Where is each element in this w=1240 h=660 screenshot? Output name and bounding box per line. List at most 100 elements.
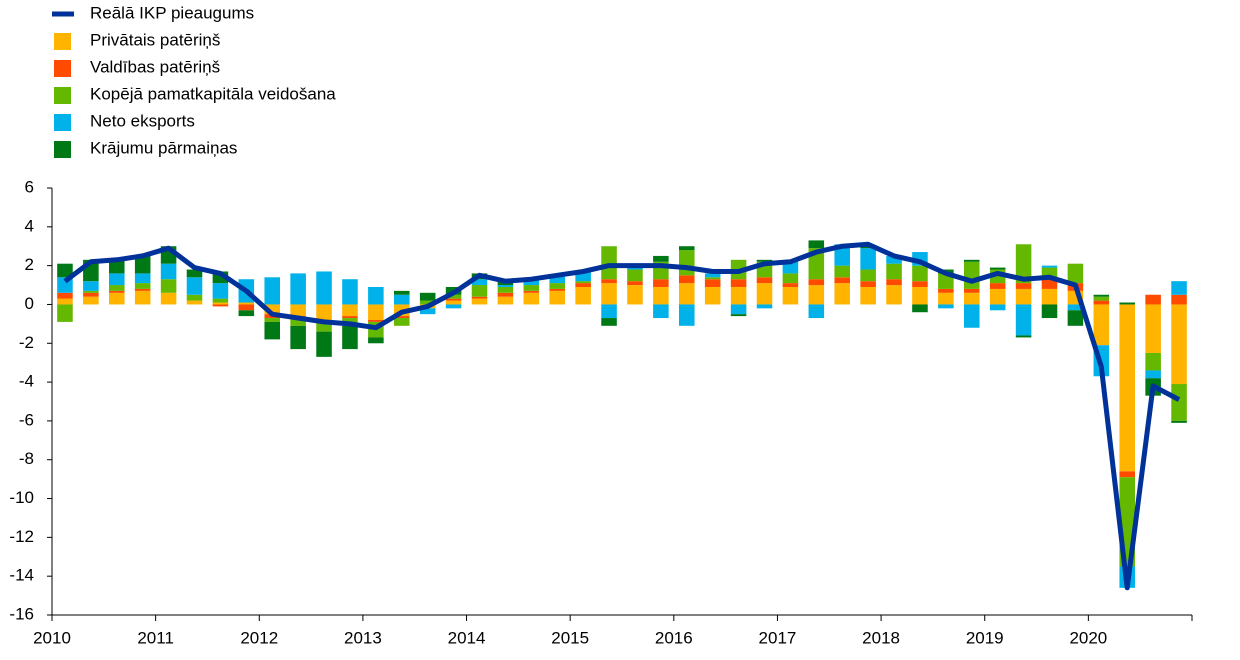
bar-segment bbox=[730, 304, 747, 315]
bar-segment bbox=[445, 304, 462, 309]
bar-segment bbox=[1015, 244, 1032, 284]
bar-segment bbox=[134, 283, 151, 289]
bar-segment bbox=[704, 277, 721, 280]
bar-segment bbox=[264, 277, 280, 305]
bar-segment bbox=[704, 279, 721, 287]
bar-segment bbox=[756, 259, 773, 262]
bar-segment bbox=[756, 277, 773, 284]
bar-segment bbox=[601, 304, 617, 319]
bar-segment bbox=[1041, 304, 1058, 319]
x-tick-label: 2012 bbox=[240, 628, 278, 647]
bar-segment bbox=[575, 283, 591, 287]
y-tick-label: 2 bbox=[25, 255, 34, 274]
bar-segment bbox=[601, 279, 617, 284]
bar-segment bbox=[471, 298, 488, 305]
bar-segment bbox=[1015, 283, 1032, 289]
bar-segment bbox=[109, 290, 125, 293]
bar-segment bbox=[290, 273, 306, 305]
bar-segment bbox=[860, 246, 876, 249]
bar-segment bbox=[1171, 304, 1187, 385]
bar-segment bbox=[653, 279, 669, 287]
bar-segment bbox=[57, 304, 73, 322]
legend-label: Valdības patēriņš bbox=[90, 57, 220, 76]
bar-segment bbox=[212, 298, 229, 303]
bar-segment bbox=[394, 318, 410, 326]
bar-segment bbox=[264, 321, 280, 340]
y-tick-label: 0 bbox=[25, 294, 34, 313]
bar-segment bbox=[212, 304, 229, 307]
legend-swatch bbox=[54, 60, 71, 77]
bar-segment bbox=[419, 300, 436, 305]
bar-segment bbox=[730, 314, 747, 317]
bar-segment bbox=[912, 265, 928, 282]
bar-segment bbox=[212, 271, 229, 284]
bar-segment bbox=[1067, 310, 1084, 326]
bar-segment bbox=[704, 286, 721, 305]
bar-segment bbox=[653, 304, 669, 319]
bar-segment bbox=[368, 286, 384, 305]
bar-segment bbox=[1119, 302, 1135, 305]
bar-segment bbox=[549, 283, 565, 289]
y-tick-label: -10 bbox=[9, 488, 34, 507]
bar-segment bbox=[1119, 304, 1135, 472]
bar-segment bbox=[109, 292, 125, 305]
x-tick-label: 2013 bbox=[344, 628, 382, 647]
bar-segment bbox=[238, 304, 255, 311]
bar-segment bbox=[1171, 420, 1187, 423]
bar-segment bbox=[1171, 281, 1187, 295]
bar-segment bbox=[109, 259, 125, 274]
bar-segment bbox=[1041, 267, 1058, 280]
bar-segment bbox=[57, 292, 73, 299]
bar-segment bbox=[1093, 294, 1110, 297]
bar-segment bbox=[964, 259, 980, 262]
bar-segment bbox=[808, 285, 825, 305]
bar-segment bbox=[886, 255, 902, 264]
bar-segment bbox=[679, 304, 695, 326]
y-tick-label: -12 bbox=[9, 527, 34, 546]
bar-segment bbox=[134, 273, 151, 284]
bar-segment bbox=[627, 269, 643, 282]
bar-segment bbox=[1171, 294, 1187, 305]
bar-segment bbox=[549, 290, 565, 305]
bar-segment bbox=[782, 283, 799, 287]
bar-segment bbox=[730, 279, 747, 287]
bar-segment bbox=[860, 286, 876, 305]
bar-segment bbox=[419, 292, 436, 301]
bar-segment bbox=[368, 304, 384, 320]
bar-segment bbox=[134, 290, 151, 305]
bar-segment bbox=[938, 288, 954, 293]
bar-segment bbox=[782, 261, 799, 274]
bar-segment bbox=[394, 290, 410, 295]
bar-segment bbox=[886, 279, 902, 286]
bar-segment bbox=[679, 283, 695, 305]
bar-segment bbox=[1119, 471, 1135, 478]
bar-segment bbox=[1093, 304, 1110, 346]
bar-segment bbox=[368, 337, 384, 344]
bar-segment bbox=[964, 288, 980, 293]
bar-segment bbox=[57, 263, 73, 278]
bar-segment bbox=[497, 296, 514, 305]
bar-segment bbox=[1015, 335, 1032, 338]
bar-segment bbox=[601, 283, 617, 305]
bar-segment bbox=[549, 288, 565, 291]
legend-label: Privātais patēriņš bbox=[90, 30, 220, 49]
y-tick-label: -14 bbox=[9, 566, 34, 585]
bar-segment bbox=[186, 300, 203, 305]
legend-swatch bbox=[54, 114, 71, 131]
bar-segment bbox=[1145, 304, 1161, 353]
bar-segment bbox=[83, 292, 99, 297]
bar-segment bbox=[912, 286, 928, 305]
bar-segment bbox=[1067, 263, 1084, 284]
bar-segment bbox=[238, 310, 255, 317]
bar-segment bbox=[938, 292, 954, 305]
bar-segment bbox=[989, 304, 1006, 311]
bar-segment bbox=[1145, 294, 1161, 305]
bar-segment bbox=[1041, 265, 1058, 268]
bar-segment bbox=[679, 250, 695, 276]
legend-swatch bbox=[54, 87, 71, 104]
bar-segment bbox=[834, 283, 850, 305]
y-tick-label: -4 bbox=[19, 372, 34, 391]
bar-segment bbox=[989, 288, 1006, 305]
bar-segment bbox=[886, 263, 902, 280]
bar-segment bbox=[575, 271, 591, 282]
